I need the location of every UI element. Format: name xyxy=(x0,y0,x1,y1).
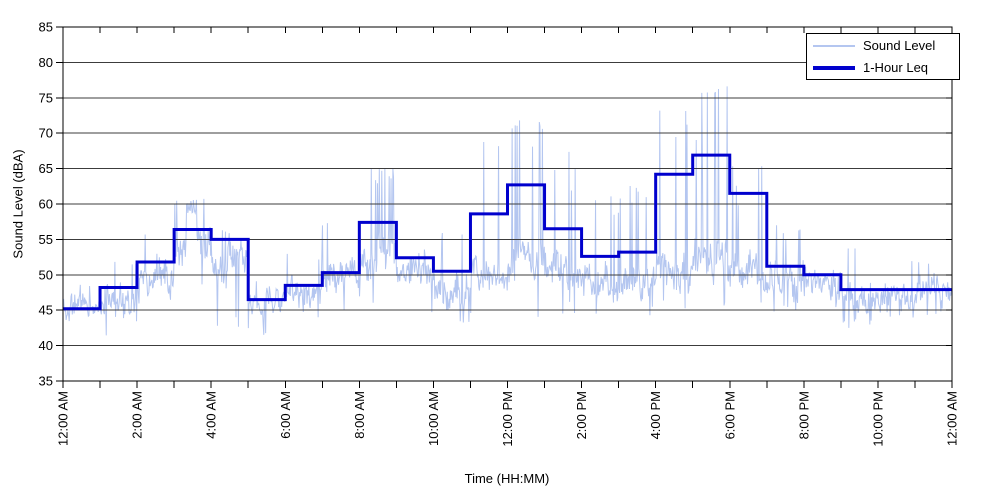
leq-series xyxy=(63,153,952,311)
y-tick-label: 40 xyxy=(39,338,53,353)
y-axis-title: Sound Level (dBA) xyxy=(10,149,26,259)
legend-label-leq: 1-Hour Leq xyxy=(863,59,929,75)
legend: Sound Level 1-Hour Leq xyxy=(806,33,960,80)
y-tick-label: 70 xyxy=(39,126,53,141)
x-tick-label: 12:00 AM xyxy=(56,391,71,446)
legend-label-sound-level: Sound Level xyxy=(863,37,936,53)
y-tick-label: 45 xyxy=(39,303,53,318)
x-tick-label: 6:00 AM xyxy=(278,391,293,439)
y-tick-label: 80 xyxy=(39,55,53,70)
y-tick-label: 85 xyxy=(39,20,53,35)
x-tick-label: 8:00 AM xyxy=(352,391,367,439)
x-tick-label: 4:00 AM xyxy=(204,391,219,439)
sound-level-line-sample xyxy=(813,44,855,47)
x-tick-label: 12:00 PM xyxy=(500,391,515,447)
legend-item-sound-level: Sound Level xyxy=(813,37,953,54)
x-tick-label: 10:00 AM xyxy=(426,391,441,446)
legend-item-leq: 1-Hour Leq xyxy=(813,59,953,76)
x-tick-label: 6:00 PM xyxy=(722,391,737,439)
y-tick-label: 35 xyxy=(39,374,53,389)
x-tick-label: 2:00 PM xyxy=(574,391,589,439)
y-tick-label: 55 xyxy=(39,232,53,247)
x-tick-label: 4:00 PM xyxy=(648,391,663,439)
y-tick-label: 60 xyxy=(39,197,53,212)
x-tick-label: 10:00 PM xyxy=(870,391,885,447)
x-tick-label: 12:00 AM xyxy=(945,391,960,446)
leq-line-sample xyxy=(813,65,855,70)
x-tick-label: 8:00 PM xyxy=(796,391,811,439)
x-tick-label: 2:00 AM xyxy=(130,391,145,439)
y-tick-label: 50 xyxy=(39,267,53,282)
sound-level-series xyxy=(62,86,953,336)
y-tick-label: 75 xyxy=(39,90,53,105)
x-axis-title: Time (HH:MM) xyxy=(464,471,550,486)
y-tick-label: 65 xyxy=(39,161,53,176)
